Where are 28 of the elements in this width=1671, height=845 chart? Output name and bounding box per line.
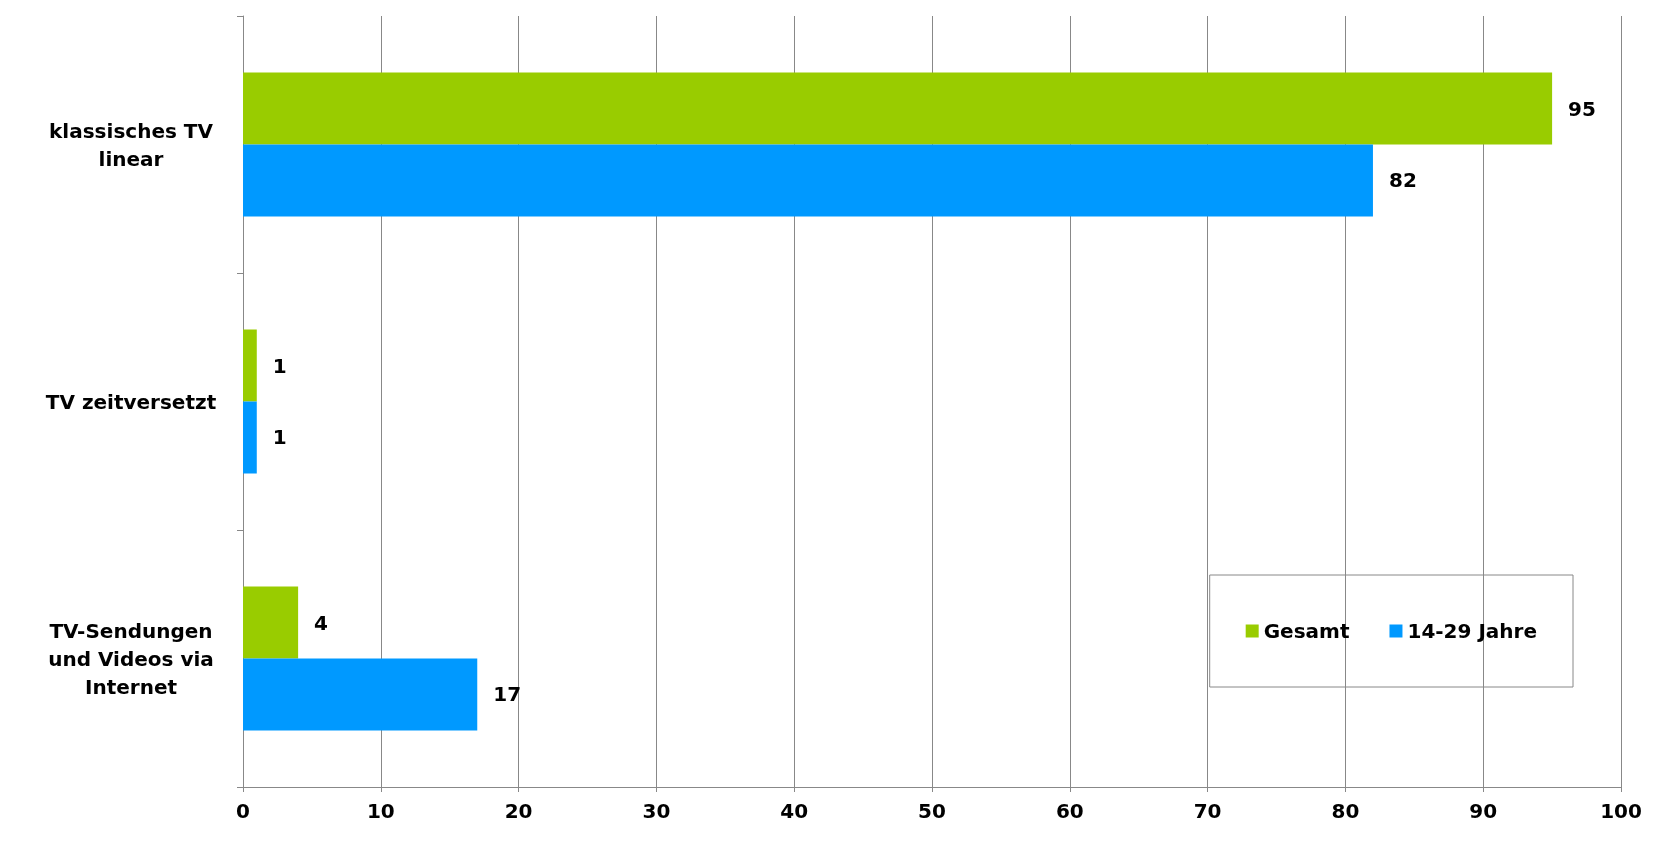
data-label: 1 bbox=[272, 353, 287, 378]
data-label: 82 bbox=[1388, 168, 1417, 193]
y-tick-label: klassisches TV linear bbox=[49, 118, 214, 171]
x-tick-label: 30 bbox=[642, 799, 671, 823]
x-tick-label: 40 bbox=[780, 799, 809, 823]
data-label: 4 bbox=[314, 610, 329, 635]
bar bbox=[243, 144, 1373, 217]
x-tick-label: 100 bbox=[1600, 799, 1642, 823]
legend-label: 14-29 Jahre bbox=[1407, 619, 1537, 643]
bar bbox=[243, 329, 257, 402]
y-tick-label: TV-Sendungen und Videos via Internet bbox=[48, 618, 214, 699]
x-tick-label: 10 bbox=[366, 799, 395, 823]
x-tick-label: 70 bbox=[1193, 799, 1222, 823]
bar bbox=[243, 586, 299, 659]
data-label: 17 bbox=[493, 682, 522, 707]
bar bbox=[243, 401, 257, 474]
x-tick-label: 50 bbox=[918, 799, 946, 823]
x-tick-label: 0 bbox=[236, 799, 250, 823]
x-tick-label: 90 bbox=[1469, 799, 1498, 823]
bar bbox=[243, 658, 478, 731]
data-label: 95 bbox=[1568, 96, 1596, 121]
x-tick-label: 60 bbox=[1055, 799, 1084, 823]
legend-label: Gesamt bbox=[1263, 619, 1350, 643]
bar bbox=[243, 72, 1553, 145]
x-tick-label: 20 bbox=[504, 799, 533, 823]
data-label: 1 bbox=[272, 425, 287, 450]
y-tick-label: TV zeitversetzt bbox=[45, 389, 217, 414]
x-tick-label: 80 bbox=[1331, 799, 1360, 823]
